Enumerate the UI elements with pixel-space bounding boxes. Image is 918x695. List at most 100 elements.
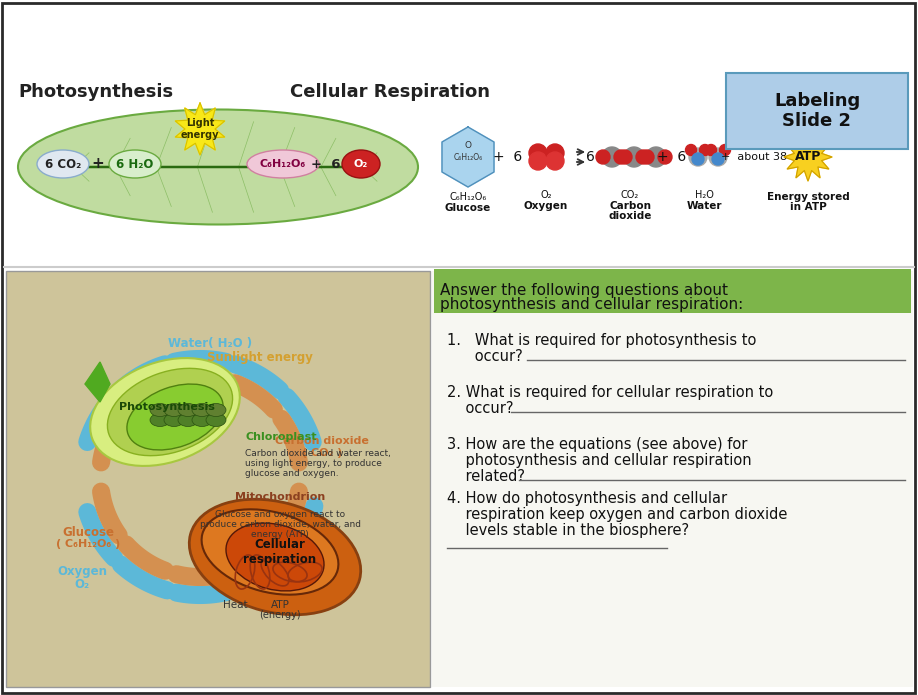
Circle shape xyxy=(596,150,610,164)
Circle shape xyxy=(658,150,672,164)
Ellipse shape xyxy=(109,150,161,178)
Text: Labeling
Slide 2: Labeling Slide 2 xyxy=(774,92,860,131)
Text: respiration keep oxygen and carbon dioxide: respiration keep oxygen and carbon dioxi… xyxy=(447,507,788,522)
Text: levels stable in the biosphere?: levels stable in the biosphere? xyxy=(447,523,689,538)
Text: O: O xyxy=(465,140,472,149)
Text: H₂O: H₂O xyxy=(695,190,713,200)
Text: photosynthesis and cellular respiration: photosynthesis and cellular respiration xyxy=(447,453,752,468)
Polygon shape xyxy=(85,362,110,402)
Circle shape xyxy=(529,152,547,170)
Ellipse shape xyxy=(226,523,324,591)
Circle shape xyxy=(618,150,632,164)
Text: O₂: O₂ xyxy=(541,190,552,200)
Text: occur?: occur? xyxy=(447,349,522,364)
Text: C₆H₁₂O₆: C₆H₁₂O₆ xyxy=(260,159,306,169)
Ellipse shape xyxy=(192,404,212,416)
Text: ATP: ATP xyxy=(795,151,822,163)
Text: Oxygen: Oxygen xyxy=(57,566,107,578)
Text: +  6: + 6 xyxy=(311,158,341,170)
Text: Water: Water xyxy=(687,201,722,211)
Text: photosynthesis and cellular respiration:: photosynthesis and cellular respiration: xyxy=(440,297,744,313)
FancyBboxPatch shape xyxy=(434,269,911,313)
Text: Chloroplast: Chloroplast xyxy=(245,432,317,442)
Text: +  6: + 6 xyxy=(493,150,522,164)
Circle shape xyxy=(706,145,717,156)
Text: 4. How do photosynthesis and cellular: 4. How do photosynthesis and cellular xyxy=(447,491,727,506)
Ellipse shape xyxy=(37,150,89,178)
Circle shape xyxy=(712,153,724,165)
Text: 1.   What is required for photosynthesis to: 1. What is required for photosynthesis t… xyxy=(447,333,756,348)
Ellipse shape xyxy=(206,414,226,427)
FancyBboxPatch shape xyxy=(432,271,913,687)
Circle shape xyxy=(686,145,697,156)
Text: Glucose: Glucose xyxy=(445,203,491,213)
Ellipse shape xyxy=(247,150,319,178)
Text: Water( H₂O ): Water( H₂O ) xyxy=(168,336,252,350)
Circle shape xyxy=(614,150,628,164)
Text: related?: related? xyxy=(447,469,525,484)
Text: 6 CO₂: 6 CO₂ xyxy=(45,158,81,170)
Ellipse shape xyxy=(150,414,170,427)
Text: Sunlight energy: Sunlight energy xyxy=(207,350,313,363)
Text: Glucose and oxygen react to: Glucose and oxygen react to xyxy=(215,510,345,519)
Text: 6 H₂O: 6 H₂O xyxy=(117,158,153,170)
Polygon shape xyxy=(784,133,832,181)
Text: O₂: O₂ xyxy=(353,159,368,169)
Text: 3. How are the equations (see above) for: 3. How are the equations (see above) for xyxy=(447,437,747,452)
Text: O₂: O₂ xyxy=(74,578,90,591)
Ellipse shape xyxy=(202,509,339,595)
Text: C₆H₁₂O₆: C₆H₁₂O₆ xyxy=(450,192,487,202)
Ellipse shape xyxy=(178,404,198,416)
Text: CO₂: CO₂ xyxy=(621,190,639,200)
FancyBboxPatch shape xyxy=(726,73,908,149)
Ellipse shape xyxy=(150,404,170,416)
Ellipse shape xyxy=(107,368,232,456)
Ellipse shape xyxy=(164,404,184,416)
FancyBboxPatch shape xyxy=(2,3,915,693)
Circle shape xyxy=(692,153,704,165)
Text: Photosynthesis: Photosynthesis xyxy=(119,402,215,412)
Polygon shape xyxy=(442,127,494,187)
Text: produce carbon dioxide, water, and: produce carbon dioxide, water, and xyxy=(199,520,361,529)
Circle shape xyxy=(689,148,707,166)
Text: using light energy, to produce: using light energy, to produce xyxy=(245,459,382,468)
Ellipse shape xyxy=(206,404,226,416)
Ellipse shape xyxy=(342,150,380,178)
Text: Mitochondrion: Mitochondrion xyxy=(235,492,325,502)
Text: Energy stored: Energy stored xyxy=(767,192,849,202)
Circle shape xyxy=(624,147,644,167)
Ellipse shape xyxy=(178,414,198,427)
Text: Carbon dioxide and water react,: Carbon dioxide and water react, xyxy=(245,449,391,458)
Text: Photosynthesis: Photosynthesis xyxy=(18,83,174,101)
Text: Heat: Heat xyxy=(223,600,247,610)
Text: occur?: occur? xyxy=(447,401,513,416)
Text: Carbon: Carbon xyxy=(609,201,651,211)
Text: Carbon dioxide
( CO₂ ): Carbon dioxide ( CO₂ ) xyxy=(275,436,369,458)
Text: 2. What is required for cellular respiration to: 2. What is required for cellular respira… xyxy=(447,385,773,400)
Polygon shape xyxy=(175,103,225,155)
Text: ATP: ATP xyxy=(271,600,289,610)
Circle shape xyxy=(700,145,711,156)
Text: in ATP: in ATP xyxy=(789,202,826,212)
Text: C₆H₁₂O₆: C₆H₁₂O₆ xyxy=(453,152,483,161)
Ellipse shape xyxy=(164,414,184,427)
Text: +  6: + 6 xyxy=(657,150,687,164)
Text: Light
energy: Light energy xyxy=(181,118,219,140)
Circle shape xyxy=(636,150,650,164)
Circle shape xyxy=(546,152,564,170)
Text: +  about 38: + about 38 xyxy=(721,152,787,162)
Text: Cellular Respiration: Cellular Respiration xyxy=(290,83,490,101)
Text: glucose and oxygen.: glucose and oxygen. xyxy=(245,469,339,478)
Circle shape xyxy=(646,147,666,167)
Circle shape xyxy=(546,144,564,162)
Text: energy (ATP): energy (ATP) xyxy=(252,530,308,539)
Text: (energy): (energy) xyxy=(259,610,301,620)
Ellipse shape xyxy=(90,358,240,466)
Circle shape xyxy=(709,148,727,166)
Circle shape xyxy=(720,145,731,156)
FancyBboxPatch shape xyxy=(6,271,430,687)
Circle shape xyxy=(640,150,654,164)
Circle shape xyxy=(602,147,622,167)
Ellipse shape xyxy=(127,384,223,450)
Text: ( C₆H₁₂O₆ ): ( C₆H₁₂O₆ ) xyxy=(56,539,120,549)
